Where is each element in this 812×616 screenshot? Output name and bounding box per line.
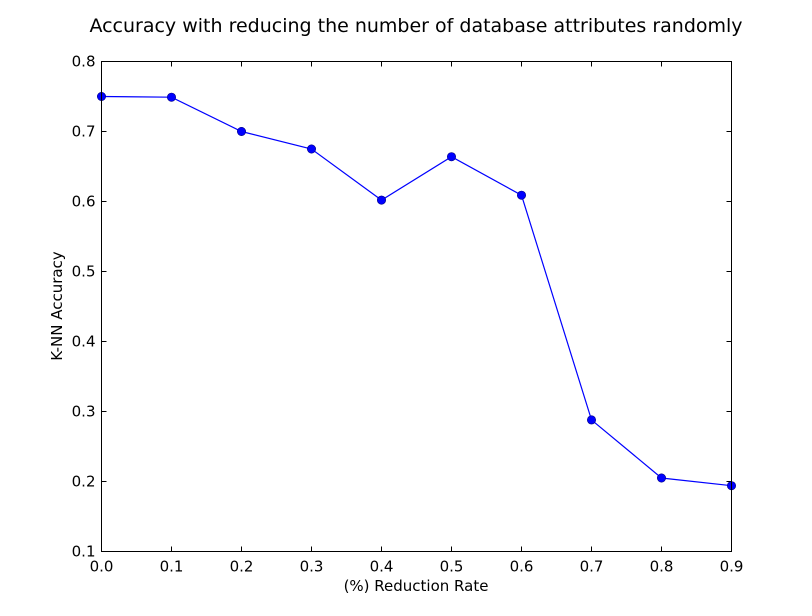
y-tick-label: 0.2	[72, 473, 96, 491]
chart-title: Accuracy with reducing the number of dat…	[89, 15, 742, 37]
y-tick-label: 0.8	[72, 53, 96, 71]
series-line	[101, 95, 732, 487]
plot-frame	[101, 61, 732, 552]
y-tick-label: 0.7	[72, 123, 96, 141]
data-point	[306, 144, 316, 154]
x-tick-label: 0.3	[300, 558, 324, 576]
data-point	[167, 92, 177, 102]
data-point	[237, 127, 247, 137]
series-layer	[97, 92, 736, 491]
x-tick-label: 0.9	[720, 558, 744, 576]
y-tick-label: 0.5	[72, 263, 96, 281]
x-axis-label: (%) Reduction Rate	[344, 577, 489, 595]
x-tick-label: 0.6	[510, 558, 534, 576]
y-tick-label: 0.1	[72, 543, 96, 561]
y-tick-label: 0.6	[72, 193, 96, 211]
y-tick-label: 0.3	[72, 403, 96, 421]
data-point	[656, 473, 666, 483]
x-tick-label: 0.8	[650, 558, 674, 576]
data-point	[376, 195, 386, 205]
axis-ticks: 0.0 0.1 0.2 0.3 0.4 0.5 0.6 0.7 0.8 0.90.10.20.30…	[72, 53, 744, 576]
data-point	[446, 152, 456, 162]
x-tick-label: 0.5	[440, 558, 464, 576]
x-tick-label: 0.4	[370, 558, 394, 576]
data-point	[586, 415, 596, 425]
x-tick-label: 0.7	[580, 558, 604, 576]
x-tick-label: 0.1	[160, 558, 184, 576]
x-tick-label: 0.2	[230, 558, 254, 576]
x-tick-label: 0.0	[90, 558, 114, 576]
data-point	[516, 190, 526, 200]
y-axis-label: K-NN Accuracy	[48, 251, 66, 360]
y-tick-label: 0.4	[72, 333, 96, 351]
